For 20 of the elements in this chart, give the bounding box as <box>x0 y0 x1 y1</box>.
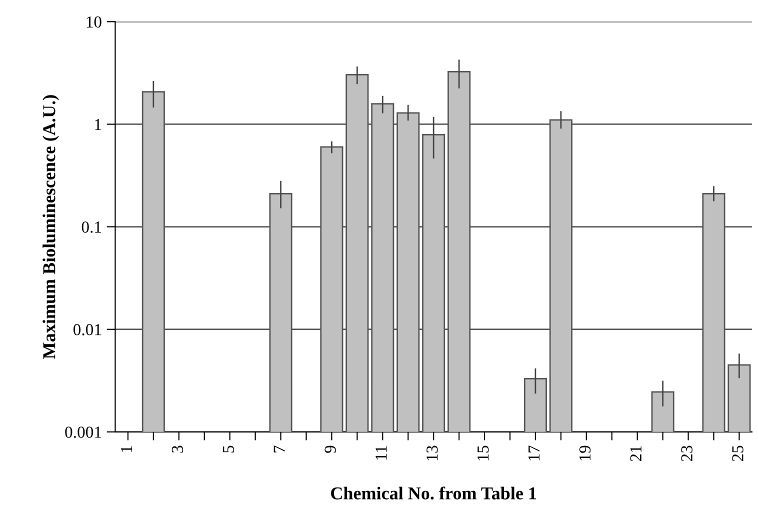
x-tick-label: 11 <box>376 446 387 460</box>
y-tick-label: 10 <box>86 16 102 28</box>
x-tick-label: 21 <box>630 446 642 462</box>
y-tick-label: 0.001 <box>65 426 102 438</box>
y-tick-label: 1 <box>95 119 102 130</box>
x-tick-label: 25 <box>732 446 744 462</box>
x-axis-title: Chemical No. from Table 1 <box>331 486 536 500</box>
x-tick-label: 23 <box>681 446 692 462</box>
x-tick-label: 15 <box>478 446 489 460</box>
y-tick-label: 0.1 <box>82 221 102 233</box>
y-axis-title: Maximum Bioluminescence (A.U.) <box>42 95 59 359</box>
x-tick-label: 5 <box>222 446 234 452</box>
y-tick-label: 0.01 <box>73 324 102 336</box>
x-tick-label: 3 <box>172 446 184 453</box>
x-tick-label: 17 <box>528 446 540 460</box>
x-tick-label: 13 <box>426 446 438 460</box>
x-tick-label: 9 <box>324 446 336 453</box>
x-tick-label: 1 <box>120 446 132 452</box>
x-tick-label: 7 <box>274 446 285 452</box>
x-tick-label: 19 <box>579 446 591 460</box>
